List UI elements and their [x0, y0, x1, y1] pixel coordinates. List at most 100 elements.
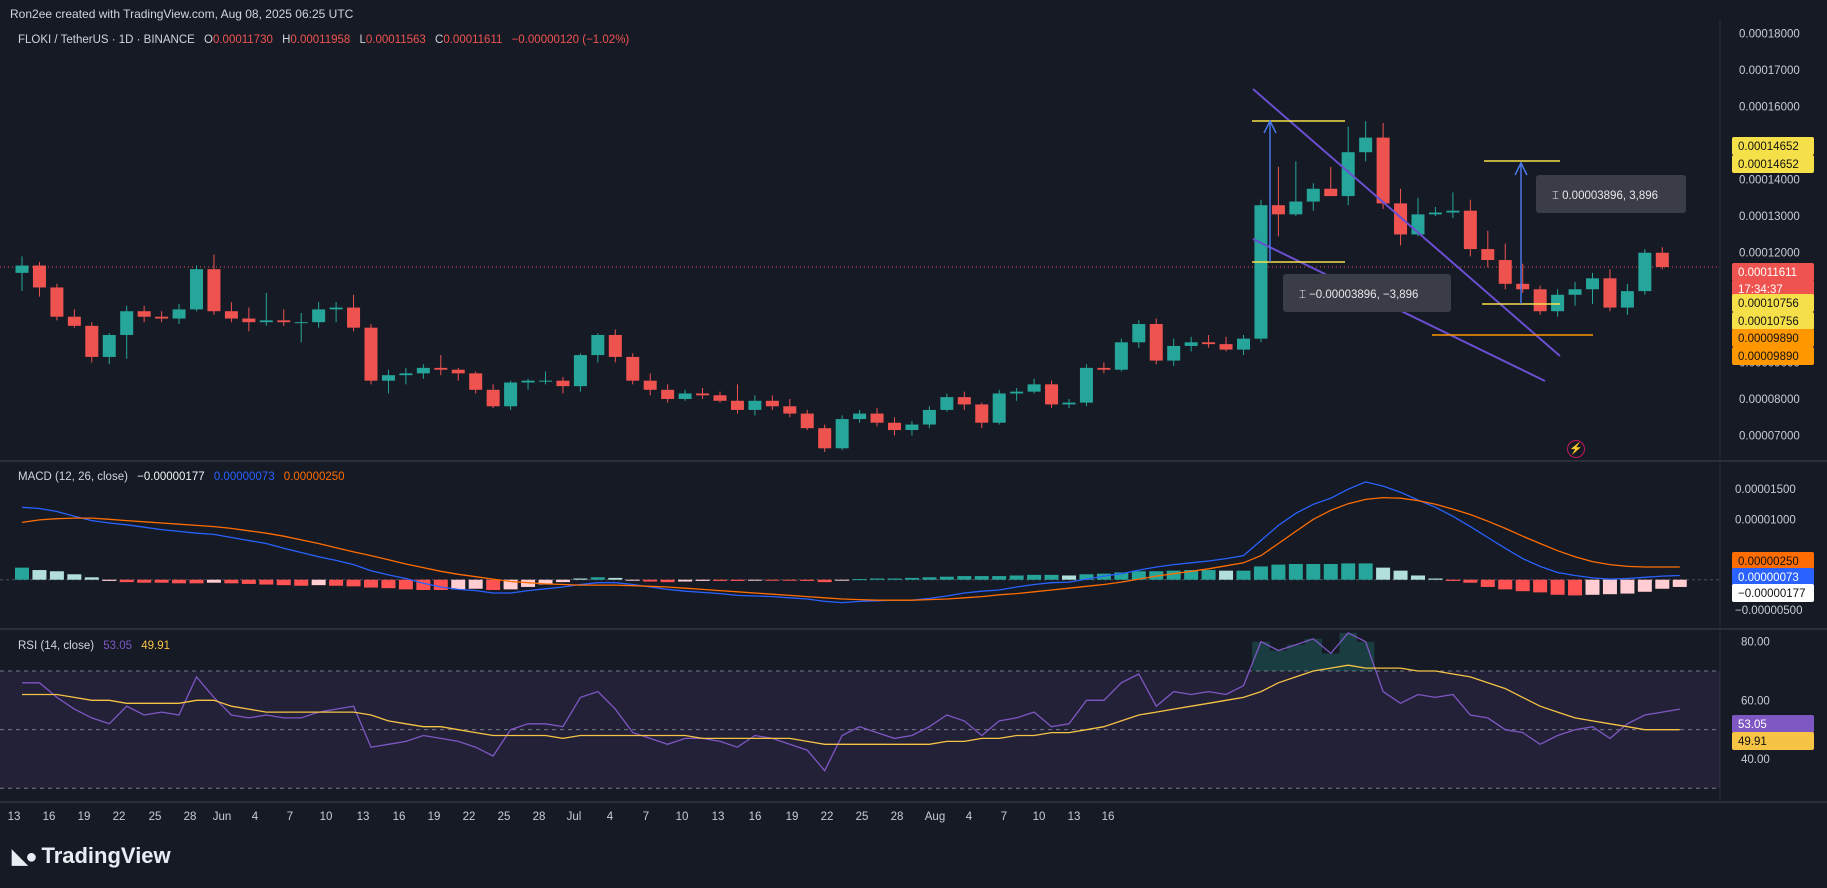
candle-body [783, 406, 797, 414]
time-tick-label: 22 [821, 811, 834, 823]
brand-name: TradingView [41, 843, 171, 868]
time-tick-label: Aug [925, 811, 945, 823]
rsi-tick-label: 60.00 [1741, 695, 1770, 707]
time-tick-label: 28 [533, 811, 546, 823]
rsi-value: 53.05 [103, 640, 133, 652]
candle-body [940, 397, 954, 410]
price-tag-level [1732, 294, 1814, 312]
candle-body [1062, 402, 1076, 405]
candle-body [1167, 345, 1181, 361]
tradingview-logo[interactable]: ◣● TradingView [12, 843, 171, 869]
symbol-label[interactable]: FLOKI / TetherUS · 1D · BINANCE [18, 34, 195, 46]
candle-body [85, 325, 99, 357]
rsi-name[interactable]: RSI (14, close) [18, 640, 95, 652]
price-tag-countdown [1732, 280, 1814, 298]
candle-body [1045, 384, 1059, 405]
macd-hist-bar [730, 579, 745, 581]
time-tick-label: 13 [1068, 811, 1081, 823]
macd-hist-bar [643, 579, 658, 582]
time-tick-label: 13 [8, 811, 21, 823]
macd-hist-bar [939, 576, 954, 580]
measure-box-up [1536, 175, 1686, 213]
macd-hist-bar [1253, 566, 1268, 580]
macd-hist-bar [32, 570, 47, 580]
price-tick-label: 0.00018000 [1739, 28, 1800, 40]
price-tick-label: 0.00016000 [1739, 102, 1800, 114]
macd-hist-bar [974, 576, 989, 580]
macd-hist-bar [1376, 567, 1391, 580]
macd-hist-bar [1062, 575, 1076, 580]
candle-body [1394, 203, 1408, 235]
macd-tag-signal-text: 0.00000250 [1738, 556, 1799, 568]
macd-hist-bar [15, 567, 29, 580]
macd-hist-bar [1288, 564, 1303, 580]
macd-hist-bar [765, 579, 780, 581]
candle-body [957, 397, 971, 405]
macd-hist-bar [782, 579, 797, 581]
rsi-line [22, 632, 1680, 772]
macd-hist-bar [416, 579, 431, 590]
price-tag-target [1732, 155, 1814, 173]
macd-hist-bar [1393, 570, 1408, 580]
price-tag-support-text: 0.00009890 [1738, 333, 1799, 345]
candle-body [661, 389, 675, 399]
candle-body [1481, 249, 1495, 261]
time-tick-label: 4 [252, 811, 259, 823]
candle-body [818, 428, 832, 449]
candle-body [1324, 188, 1338, 197]
macd-hist-bar [398, 579, 413, 590]
price-tag-level [1732, 312, 1814, 330]
macd-hist-bar [1533, 579, 1548, 593]
macd-hist-bar [800, 579, 815, 581]
time-tick-label: Jun [213, 811, 232, 823]
time-tick-label: 19 [428, 811, 441, 823]
time-tick-label: 10 [676, 811, 689, 823]
candle-body [451, 369, 465, 374]
time-tick-label: 7 [287, 811, 293, 823]
measure-box-down-text: ⌶ −0.00003896, −3,896 [1299, 289, 1418, 301]
macd-hist-bar [137, 579, 152, 583]
macd-signal-value: 0.00000250 [283, 471, 345, 483]
rsi-tag-value [1732, 715, 1814, 733]
rsi-ma-line [22, 664, 1680, 745]
candle-body [835, 419, 849, 449]
candle-body [608, 334, 622, 357]
time-tick-label: 25 [498, 811, 511, 823]
rsi-tag-value-text: 53.05 [1738, 719, 1767, 731]
candle-body [1289, 201, 1303, 215]
channel-upper-line [1252, 88, 1561, 357]
macd-hist-bar [433, 579, 448, 590]
macd-hist-bar [84, 577, 99, 580]
candle-body [1219, 344, 1233, 350]
time-tick-label: 13 [357, 811, 370, 823]
macd-hist-bar [957, 576, 972, 580]
candle-body [1079, 367, 1093, 403]
candle-body [765, 400, 779, 407]
macd-hist-bar [1358, 563, 1373, 580]
macd-hist-bar [1672, 579, 1687, 587]
candle-body [381, 375, 395, 381]
macd-hist-bar [817, 579, 832, 583]
macd-hist-bar [486, 579, 501, 590]
macd-hist-bar [172, 579, 187, 584]
macd-hist-bar [1463, 579, 1478, 583]
candle-body [678, 393, 692, 399]
measure-box-up-text: ⌶ 0.00003896, 3,896 [1552, 190, 1658, 202]
time-tick-label: 10 [1033, 811, 1046, 823]
candle-body [1463, 210, 1477, 250]
macd-hist-bar [381, 579, 396, 589]
candle-body [1516, 283, 1530, 290]
candle-body [853, 413, 867, 420]
macd-signal-line [21, 496, 1680, 601]
macd-hist-bar [870, 578, 885, 580]
candle-body [137, 311, 151, 317]
candle-body [1446, 210, 1460, 213]
macd-name[interactable]: MACD (12, 26, close) [18, 471, 128, 483]
lightning-bolt-icon[interactable]: ⚡ [1567, 440, 1585, 458]
candle-body [67, 316, 81, 326]
macd-hist-bar [1637, 579, 1652, 592]
candle-body [120, 311, 134, 335]
time-tick-label: 16 [393, 811, 406, 823]
macd-hist-bar [206, 579, 221, 583]
